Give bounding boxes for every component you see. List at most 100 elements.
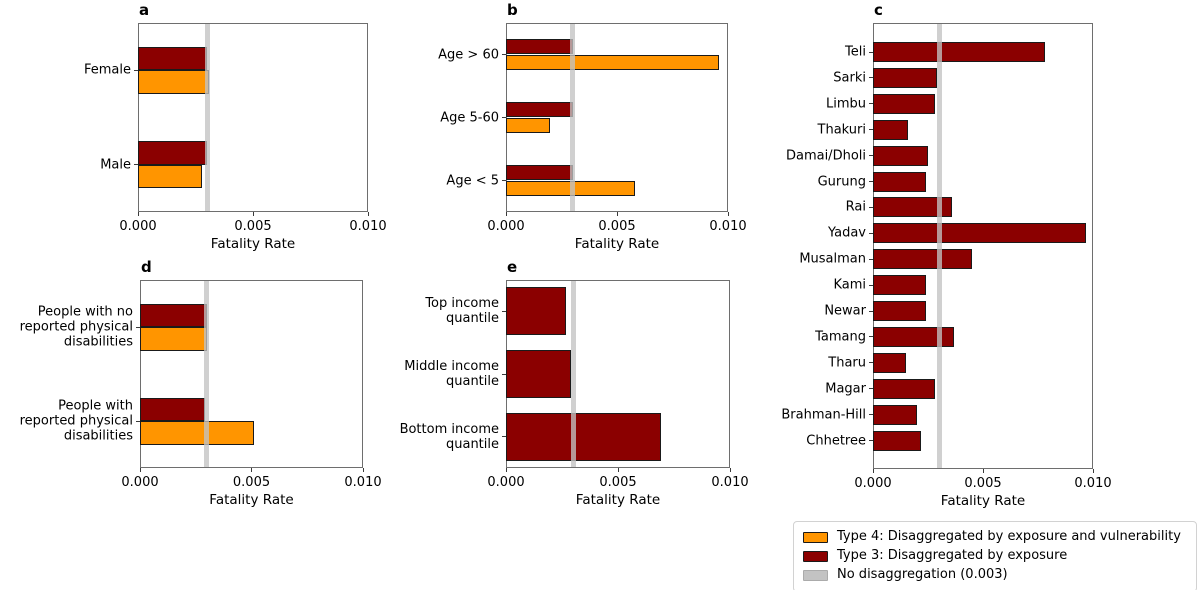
ylabel-tamang: Tamang [815, 329, 866, 345]
legend-item-reference: No disaggregation (0.003) [803, 567, 1187, 583]
panel-a-plot [138, 23, 368, 212]
bar-kami-type3 [873, 275, 926, 296]
xtick-b-2 [727, 212, 729, 216]
xtick-label-a-0: 0.000 [119, 219, 157, 234]
ylabel-limbu: Limbu [825, 96, 866, 112]
ytick-teli [869, 51, 873, 53]
bar-age-5-type3 [506, 164, 573, 181]
xtick-d-1 [251, 468, 252, 472]
ylabel-bottom-income-quantile: Bottom income quantile [399, 421, 499, 452]
ytick-people-with-reported-physical-disabilities [136, 420, 140, 422]
ylabel-chhetree: Chhetree [806, 433, 866, 448]
ytick-gurung [869, 181, 873, 182]
ytick-kami [869, 284, 873, 286]
ylabel-male: Male [100, 157, 131, 173]
ylabel-yadav: Yadav [827, 225, 866, 241]
ylabel-sarki: Sarki [833, 70, 866, 86]
ytick-age-60 [502, 54, 506, 55]
bar-middle-income-quantile-type3 [506, 350, 571, 398]
bar-age-5-60-type4 [506, 117, 551, 134]
type4-swatch [803, 531, 828, 543]
bar-age-60-type4 [506, 54, 720, 71]
bar-tamang-type3 [873, 326, 955, 347]
ytick-magar [869, 388, 873, 390]
ytick-limbu [869, 103, 873, 105]
legend-label-type4: Type 4: Disaggregated by exposure and vu… [837, 529, 1181, 544]
legend-label-type3: Type 3: Disaggregated by exposure [837, 548, 1068, 563]
ytick-rai [869, 206, 873, 208]
ytick-tamang [869, 336, 873, 338]
bar-age-60-type3 [506, 38, 573, 55]
ylabel-top-income-quantile: Top income quantile [425, 296, 499, 327]
xtick-a-2 [367, 212, 369, 216]
bar-thakuri-type3 [873, 119, 909, 140]
xtick-label-e-0: 0.000 [487, 475, 525, 490]
legend-label-reference: No disaggregation (0.003) [837, 567, 1008, 582]
ylabel-age-5-60: Age 5-60 [440, 110, 499, 125]
bar-top-income-quantile-type3 [506, 287, 567, 336]
ylabel-gurung: Gurung [817, 174, 866, 189]
ylabel-tharu: Tharu [828, 355, 866, 371]
panel-e-plot [506, 280, 730, 468]
bar-people-with-reported-physical-disabilities-type4 [140, 421, 254, 445]
xtick-b-1 [616, 212, 618, 216]
reference-line-b [570, 24, 576, 211]
ylabel-brahman-hill: Brahman-Hill [781, 407, 866, 423]
ytick-sarki [869, 77, 873, 79]
xtick-label-d-1: 0.005 [232, 475, 271, 490]
bar-newar-type3 [873, 301, 926, 321]
ylabel-age-60: Age > 60 [438, 47, 499, 62]
ylabel-musalman: Musalman [799, 251, 866, 267]
bar-people-with-no-reported-physical-disabilities-type3 [140, 303, 207, 327]
ylabel-kami: Kami [833, 277, 866, 293]
reference-line-d [204, 281, 210, 467]
ytick-male [134, 164, 138, 166]
ytick-bottom-income-quantile [502, 436, 506, 438]
xtick-label-b-0: 0.000 [487, 219, 525, 234]
bar-teli-type3 [873, 42, 1045, 62]
xtick-b-0 [505, 212, 507, 216]
ylabel-damai-dholi: Damai/Dholi [785, 148, 866, 164]
xtick-label-e-1: 0.005 [599, 475, 637, 490]
ylabel-newar: Newar [824, 303, 866, 319]
legend-item-type4: Type 4: Disaggregated by exposure and vu… [803, 529, 1187, 545]
bar-bottom-income-quantile-type3 [506, 412, 661, 461]
xtick-c-2 [1092, 469, 1094, 473]
bar-magar-type3 [873, 378, 935, 399]
panel-d-letter: d [141, 258, 152, 276]
xtick-a-0 [137, 212, 139, 216]
bar-female-type4 [138, 70, 210, 94]
ytick-chhetree [869, 440, 873, 441]
type3-swatch [803, 550, 828, 562]
ytick-brahman-hill [869, 414, 873, 416]
xtick-c-0 [872, 469, 874, 473]
reference-swatch [803, 569, 828, 581]
bar-damai-dholi-type3 [873, 145, 928, 166]
xtick-c-1 [982, 469, 984, 473]
xtick-label-c-1: 0.005 [964, 476, 1002, 491]
xtick-d-0 [139, 468, 141, 472]
ytick-age-5 [502, 180, 506, 181]
ylabel-rai: Rai [845, 199, 866, 215]
bar-female-type3 [138, 46, 207, 71]
ylabel-teli: Teli [845, 44, 866, 60]
bar-chhetree-type3 [873, 430, 922, 451]
ylabel-people-with-no-reported-physical-disabilities: People with no reported physical disabilit… [19, 304, 133, 350]
bar-tharu-type3 [873, 352, 906, 373]
xtick-label-c-0: 0.000 [854, 476, 892, 491]
ylabel-magar: Magar [825, 381, 866, 397]
ylabel-female: Female [83, 62, 131, 78]
xtick-label-e-2: 0.010 [711, 475, 749, 490]
ytick-female [134, 69, 138, 71]
xlabel-e: Fatality Rate [575, 492, 661, 508]
panel-d-plot [140, 280, 363, 468]
bar-limbu-type3 [873, 93, 935, 114]
bar-age-5-type4 [506, 180, 635, 197]
legend: Type 4: Disaggregated by exposure and vu… [793, 521, 1197, 590]
ytick-musalman [869, 258, 873, 260]
bar-musalman-type3 [873, 249, 972, 270]
